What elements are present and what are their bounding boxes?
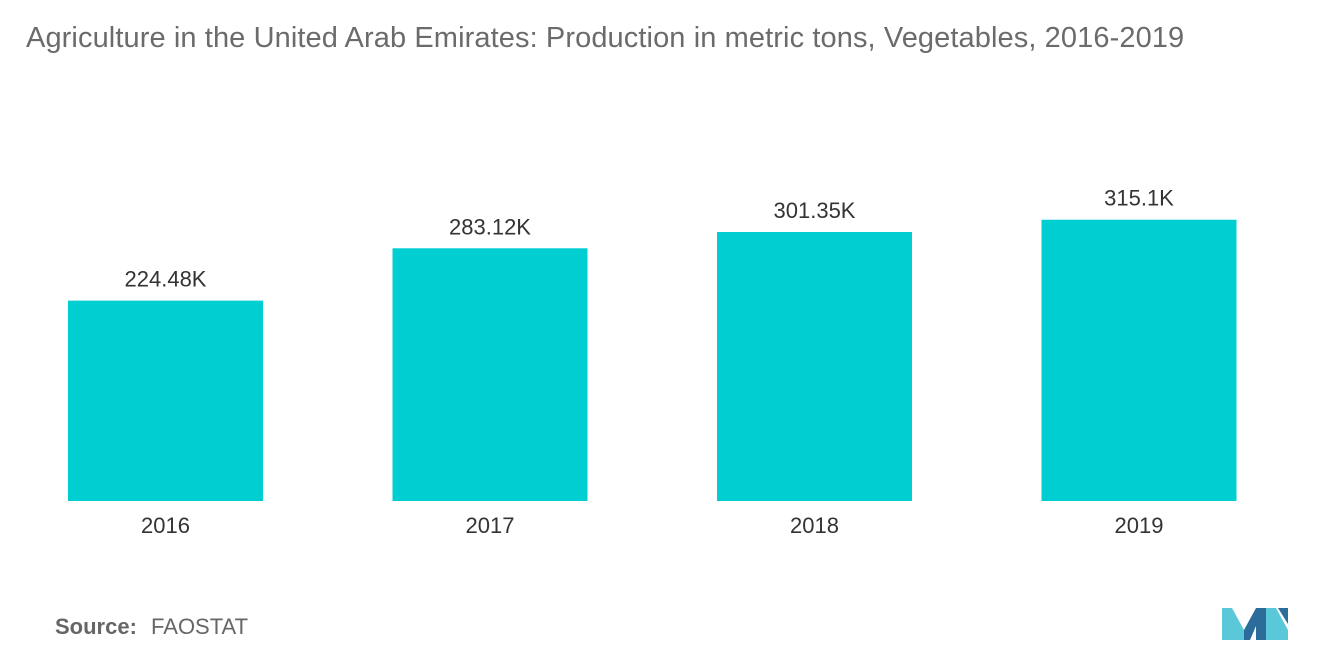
x-tick-label-2016: 2016 [141, 513, 190, 538]
bar-chart: 224.48K 2016 283.12K 2017 301.35K 2018 315.1K 2… [68, 186, 1237, 538]
source-value: FAOSTAT [151, 614, 249, 639]
bar-2019 [1041, 219, 1237, 501]
source-line: Source: FAOSTAT [55, 614, 248, 640]
x-tick-label-2018: 2018 [790, 513, 839, 538]
bar-2018 [717, 232, 912, 502]
data-label-2017: 283.12K [449, 214, 531, 239]
bar-2017 [392, 248, 588, 501]
chart-title: Agriculture in the United Arab Emirates:… [26, 22, 1185, 54]
brand-logo-icon [1222, 608, 1288, 640]
x-tick-label-2019: 2019 [1115, 513, 1164, 538]
data-label-2019: 315.1K [1104, 186, 1174, 211]
data-label-2016: 224.48K [125, 267, 207, 292]
bar-2016 [68, 300, 263, 501]
source-label: Source: [55, 614, 137, 639]
x-tick-label-2017: 2017 [466, 513, 515, 538]
data-label-2018: 301.35K [774, 198, 856, 223]
